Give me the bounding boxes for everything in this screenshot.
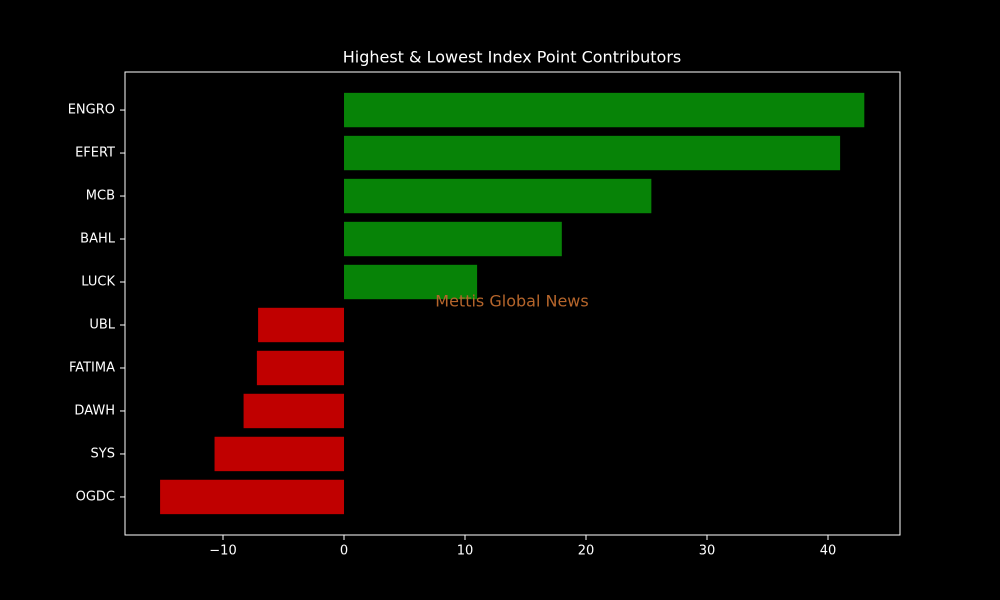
bar — [344, 264, 478, 300]
y-tick-label: OGDC — [76, 489, 115, 504]
bar — [344, 221, 562, 257]
bar — [344, 178, 652, 214]
y-tick-label: SYS — [91, 446, 115, 461]
watermark: Mettis Global News — [435, 292, 588, 311]
x-tick-label: 30 — [699, 544, 716, 559]
x-tick-label: 20 — [578, 544, 595, 559]
bar — [243, 393, 345, 429]
y-tick-label: LUCK — [81, 275, 115, 290]
y-tick-label: UBL — [89, 317, 115, 332]
x-tick-label: −10 — [209, 544, 236, 559]
y-tick-label: FATIMA — [69, 360, 115, 375]
x-tick-label: 40 — [820, 544, 837, 559]
x-tick-label: 10 — [457, 544, 474, 559]
plot-frame — [124, 71, 901, 536]
bar — [344, 135, 841, 171]
y-tick-label: DAWH — [74, 403, 115, 418]
bar — [344, 92, 865, 128]
y-tick-label: BAHL — [80, 232, 116, 247]
bar — [258, 307, 345, 343]
y-tick-label: MCB — [86, 189, 115, 204]
bar — [214, 436, 345, 472]
chart-title: Highest & Lowest Index Point Contributor… — [343, 48, 682, 67]
bar — [160, 479, 345, 515]
y-tick-label: EFERT — [75, 146, 115, 161]
bar — [256, 350, 345, 386]
y-tick-label: ENGRO — [68, 103, 115, 118]
x-tick-label: 0 — [340, 544, 348, 559]
